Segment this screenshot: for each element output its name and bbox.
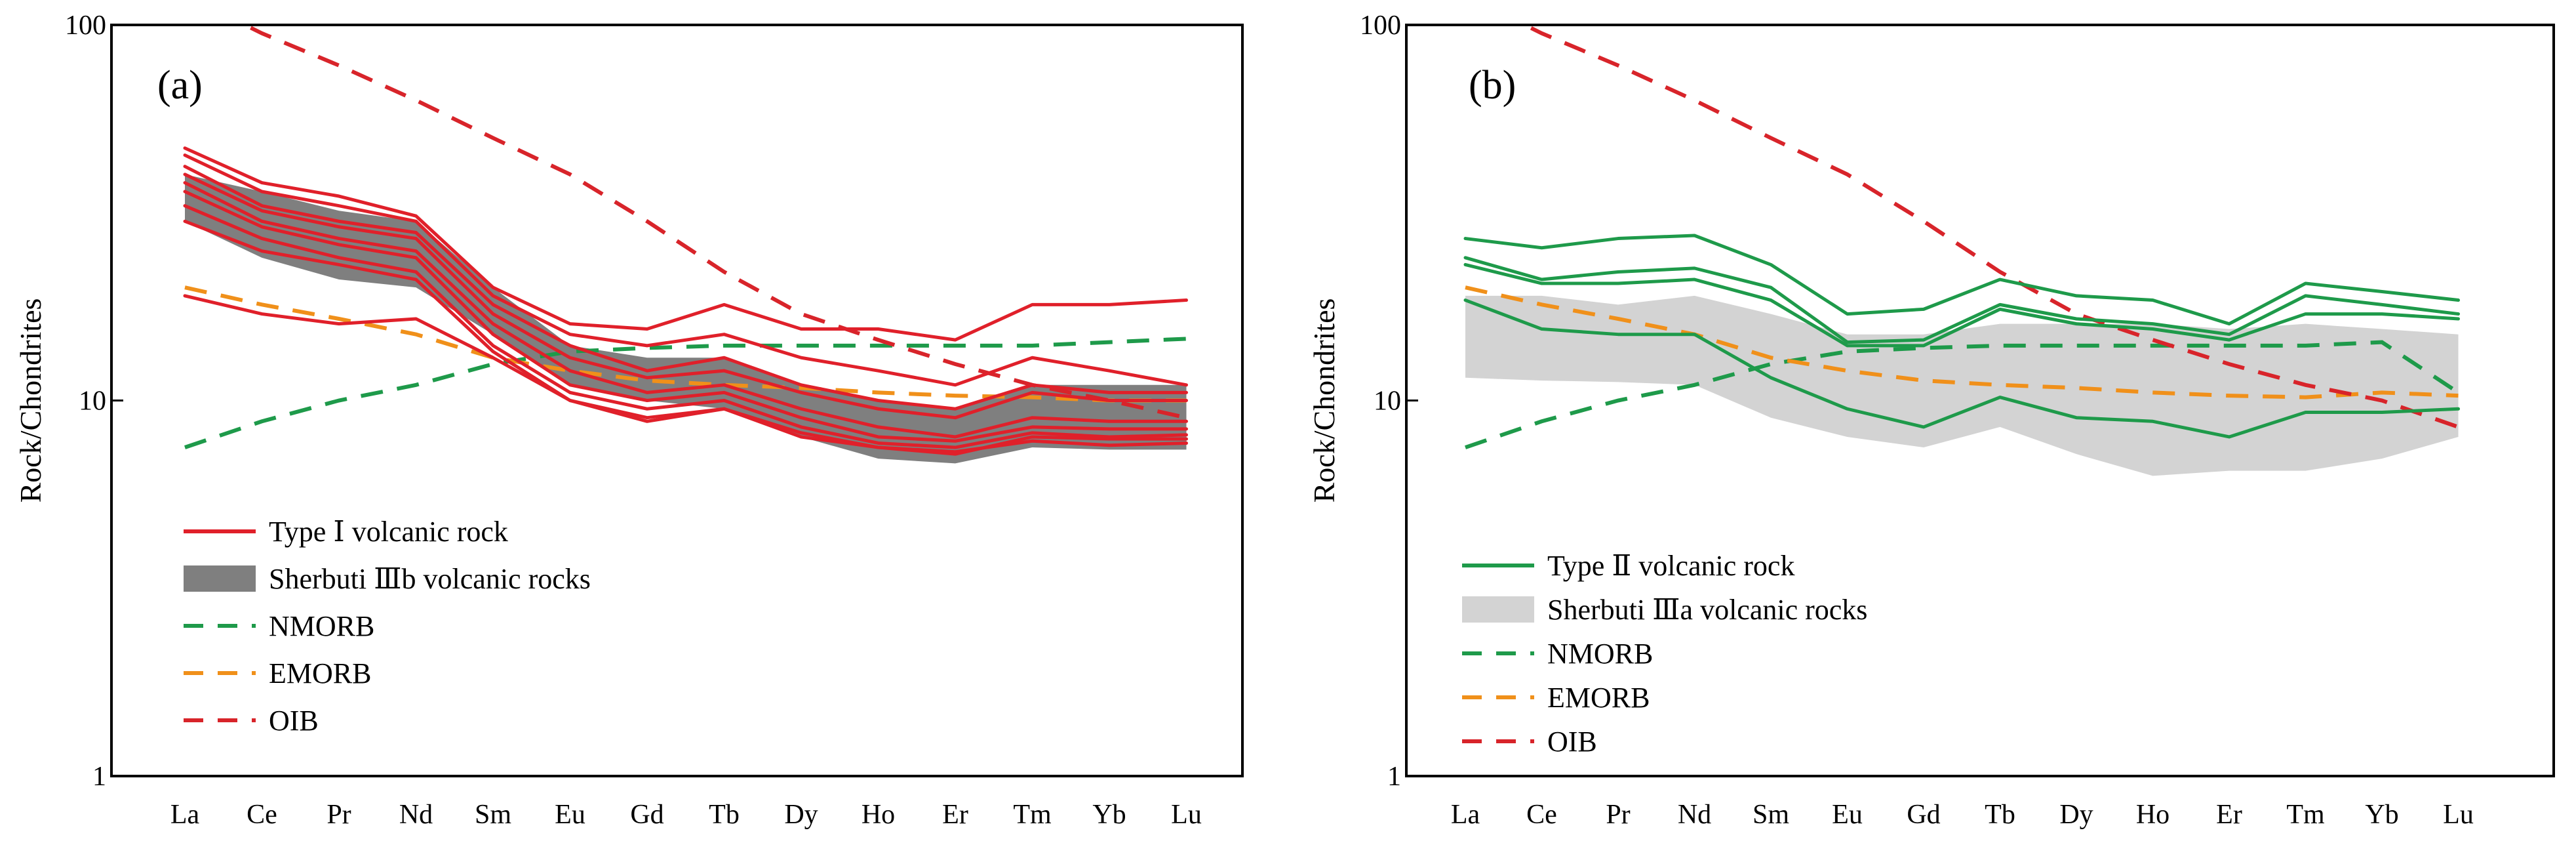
legend-swatch-band [1462, 596, 1534, 623]
y-tick-label: 1 [92, 762, 106, 792]
x-tick-label: Tb [709, 800, 740, 830]
x-tick-label: Dy [784, 800, 818, 830]
reference-line-oib [1520, 25, 2459, 429]
x-tick-label: Lu [2443, 800, 2474, 830]
x-tick-label: Er [942, 800, 968, 830]
x-tick-label: Sm [1753, 800, 1789, 830]
x-tick-label: Lu [1171, 800, 1202, 830]
legend-label: OIB [269, 705, 319, 737]
legend: Type Ⅱ volcanic rock Sherbuti Ⅲa volcanic… [1462, 550, 1867, 758]
sample-line-4 [183, 173, 1188, 420]
panel-b: 1 10 100 La Ce Pr Nd Sm Eu Gd Tb Dy Ho Er Tm Yb Lu Rock/C… [1307, 10, 2555, 830]
sample-line-3 [183, 165, 1188, 411]
legend-swatch-band [184, 565, 256, 592]
sample-line-1 [183, 146, 1188, 342]
legend-label: Type Ⅰ volcanic rock [269, 516, 508, 548]
sample-line-4 [1463, 298, 2460, 439]
panel-a: 1 10 100 La Ce Pr Nd Sm Eu Gd Tb Dy Ho Er Tm Yb Lu Rock/C… [14, 10, 1244, 830]
x-tick-label: La [1451, 800, 1480, 830]
x-tick-label: Ho [2136, 800, 2170, 830]
x-tick-label: Eu [555, 800, 585, 830]
sherbuti-band [1465, 295, 2459, 476]
legend-label: Sherbuti Ⅲa volcanic rocks [1547, 594, 1867, 626]
sample-line-8 [183, 219, 1188, 456]
y-tick-label: 10 [1374, 386, 1401, 417]
legend-label: NMORB [1547, 638, 1653, 670]
x-tick-label: Nd [399, 800, 433, 830]
y-axis-label: Rock/Chondrites [1307, 298, 1341, 503]
reference-line-oib [240, 25, 1187, 420]
reference-line-nmorb [184, 337, 1187, 449]
x-tick-label: Yb [1092, 800, 1126, 830]
sherbuti-band [185, 174, 1187, 464]
y-tick-label: 100 [65, 10, 106, 41]
sample-line-6 [183, 190, 1188, 443]
x-tick-label: Tm [2286, 800, 2325, 830]
x-tick-label: Tm [1013, 800, 1052, 830]
sample-line-9 [183, 294, 1188, 454]
x-tick-label: Pr [1606, 800, 1630, 830]
y-axis-label: Rock/Chondrites [14, 298, 47, 503]
y-tick-label: 10 [79, 386, 106, 417]
sample-line-5 [183, 181, 1188, 439]
x-tick-label: Ho [862, 800, 895, 830]
x-tick-label: Ce [1526, 800, 1557, 830]
legend-label: OIB [1547, 726, 1597, 758]
panel-label: (b) [1469, 63, 1516, 108]
x-tick-label: Sm [475, 800, 511, 830]
x-tick-label: Yb [2365, 800, 2398, 830]
x-tick-label: Eu [1832, 800, 1863, 830]
sample-line-3 [1463, 262, 2460, 348]
x-tick-label: Nd [1678, 800, 1711, 830]
x-tick-label: Tb [1985, 800, 2015, 830]
legend-label: EMORB [1547, 682, 1650, 714]
legend-label: Sherbuti Ⅲb volcanic rocks [269, 563, 591, 595]
x-tick-label: La [170, 800, 200, 830]
x-tick-label: Dy [2059, 800, 2093, 830]
x-tick-label: Pr [327, 800, 351, 830]
panel-label: (a) [157, 63, 203, 108]
reference-line-emorb [1465, 285, 2459, 400]
x-tick-label: Er [2216, 800, 2242, 830]
legend-label: NMORB [269, 610, 374, 642]
sample-line-2 [183, 154, 1188, 387]
plot-area [1463, 25, 2460, 476]
legend-label: Type Ⅱ volcanic rock [1547, 550, 1794, 582]
legend-label: EMORB [269, 657, 371, 689]
y-tick-label: 100 [1360, 10, 1401, 41]
sample-line-7 [183, 204, 1188, 449]
plot-area [183, 25, 1188, 464]
sample-line-1 [1463, 234, 2460, 326]
x-tick-label: Gd [1907, 800, 1940, 830]
x-tick-label: Ce [247, 800, 277, 830]
legend: Type Ⅰ volcanic rock Sherbuti Ⅲb volcanic… [184, 516, 591, 737]
x-tick-label: Gd [630, 800, 664, 830]
sample-line-2 [1463, 256, 2460, 344]
y-tick-label: 1 [1387, 762, 1401, 792]
